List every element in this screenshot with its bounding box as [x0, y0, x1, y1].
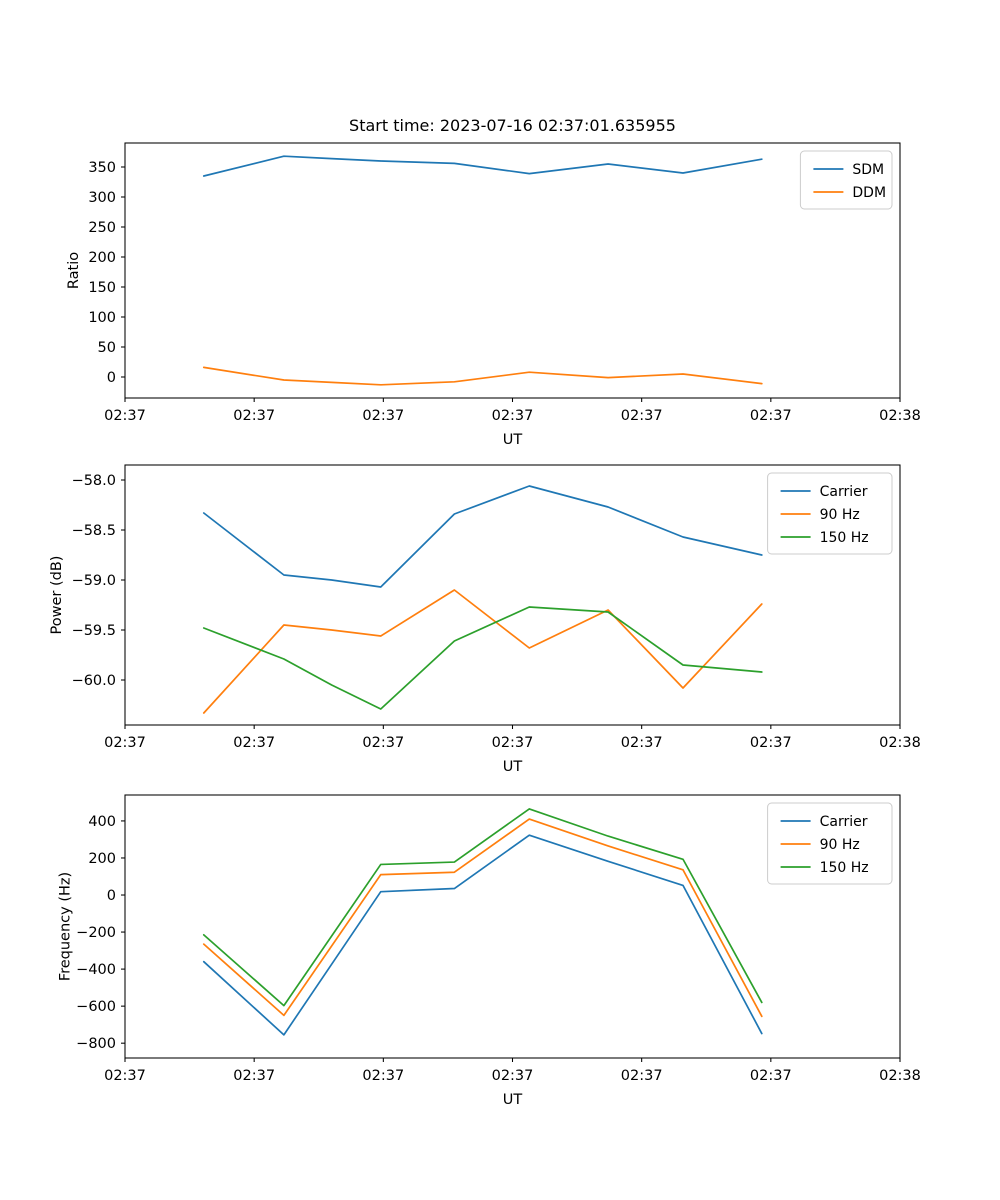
x-tick-label: 02:37	[233, 408, 275, 424]
x-tick-label: 02:37	[750, 1068, 792, 1084]
x-tick-label: 02:37	[621, 1068, 663, 1084]
y-tick-label: 0	[107, 370, 116, 386]
y-tick-label: −400	[76, 962, 116, 978]
y-tick-label: 200	[88, 250, 116, 266]
series-line-sdm	[202, 155, 763, 177]
x-tick-label: 02:37	[621, 735, 663, 751]
plot-canvas-2: 02:37 02:37 02:37 02:37 02:37 02:37 02:38 UT −80…	[57, 794, 921, 1108]
y-tick-label: −60.0	[72, 673, 116, 689]
x-tick-label: 02:38	[879, 735, 921, 751]
series-line-90-hz	[202, 818, 763, 1018]
legend-label-carrier: Carrier	[820, 814, 868, 830]
x-tick-label: 02:37	[362, 1068, 404, 1084]
x-tick-label: 02:37	[233, 1068, 275, 1084]
y-tick-label: −800	[76, 1036, 116, 1052]
y-tick-label: −59.0	[72, 573, 116, 589]
legend-1	[767, 472, 893, 555]
figure-title: Start time: 2023-07-16 02:37:01.635955	[349, 116, 676, 135]
legend-label-90-hz: 90 Hz	[820, 507, 860, 523]
y-axis-label: Frequency (Hz)	[57, 872, 73, 981]
series-line-150-hz	[202, 606, 763, 710]
x-tick-label: 02:37	[104, 408, 146, 424]
legend-label-150-hz: 150 Hz	[820, 860, 869, 876]
y-tick-label: −58.5	[72, 523, 116, 539]
y-tick-label: 300	[88, 190, 116, 206]
y-axis-label: Power (dB)	[49, 556, 65, 635]
legend-0	[799, 150, 893, 210]
legend-label-ddm: DDM	[852, 185, 886, 201]
legend-label-90-hz: 90 Hz	[820, 837, 860, 853]
y-tick-label: −58.0	[72, 473, 116, 489]
y-tick-label: 100	[88, 310, 116, 326]
series-line-carrier	[202, 834, 763, 1036]
legend-label-carrier: Carrier	[820, 484, 868, 500]
series-line-150-hz	[202, 808, 763, 1007]
x-axis-label: UT	[503, 759, 523, 775]
plot-canvas-1: 02:37 02:37 02:37 02:37 02:37 02:37 02:38 UT −60…	[49, 464, 921, 775]
plot-canvas-0: Start time: 2023-07-16 02:37:01.63595502…	[66, 116, 921, 448]
x-tick-label: 02:37	[621, 408, 663, 424]
legend-2	[767, 802, 893, 885]
y-tick-label: −59.5	[72, 623, 116, 639]
legend-label-sdm: SDM	[852, 162, 884, 178]
y-axis-label: Ratio	[66, 252, 82, 289]
series-line-carrier	[202, 485, 763, 588]
x-tick-label: 02:37	[362, 735, 404, 751]
x-tick-label: 02:37	[750, 735, 792, 751]
y-tick-label: 250	[88, 220, 116, 236]
x-tick-label: 02:37	[104, 735, 146, 751]
x-tick-label: 02:38	[879, 1068, 921, 1084]
subplot-frequency: 02:37 02:37 02:37 02:37 02:37 02:37 02:38 UT −80…	[0, 775, 1000, 1120]
x-axis-label: UT	[503, 432, 523, 448]
x-tick-label: 02:37	[362, 408, 404, 424]
x-tick-label: 02:37	[492, 735, 534, 751]
x-tick-label: 02:37	[492, 408, 534, 424]
x-tick-label: 02:37	[233, 735, 275, 751]
x-tick-label: 02:37	[492, 1068, 534, 1084]
y-tick-label: 150	[88, 280, 116, 296]
y-tick-label: 0	[107, 888, 116, 904]
y-tick-label: 350	[88, 160, 116, 176]
y-tick-label: 50	[98, 340, 116, 356]
y-tick-label: −200	[76, 925, 116, 941]
legend-label-150-hz: 150 Hz	[820, 530, 869, 546]
subplot-power: 02:37 02:37 02:37 02:37 02:37 02:37 02:38 UT −60…	[0, 440, 1000, 780]
y-tick-label: 200	[88, 851, 116, 867]
subplot-ratio: Start time: 2023-07-16 02:37:01.635955 02…	[0, 110, 1000, 460]
series-line-ddm	[202, 366, 763, 386]
y-tick-label: 400	[88, 814, 116, 830]
axes-frame-0	[124, 142, 901, 399]
series-line-90-hz	[202, 589, 763, 714]
x-tick-label: 02:37	[750, 408, 792, 424]
x-tick-label: 02:38	[879, 408, 921, 424]
y-tick-label: −600	[76, 999, 116, 1015]
x-tick-label: 02:37	[104, 1068, 146, 1084]
x-axis-label: UT	[503, 1092, 523, 1108]
